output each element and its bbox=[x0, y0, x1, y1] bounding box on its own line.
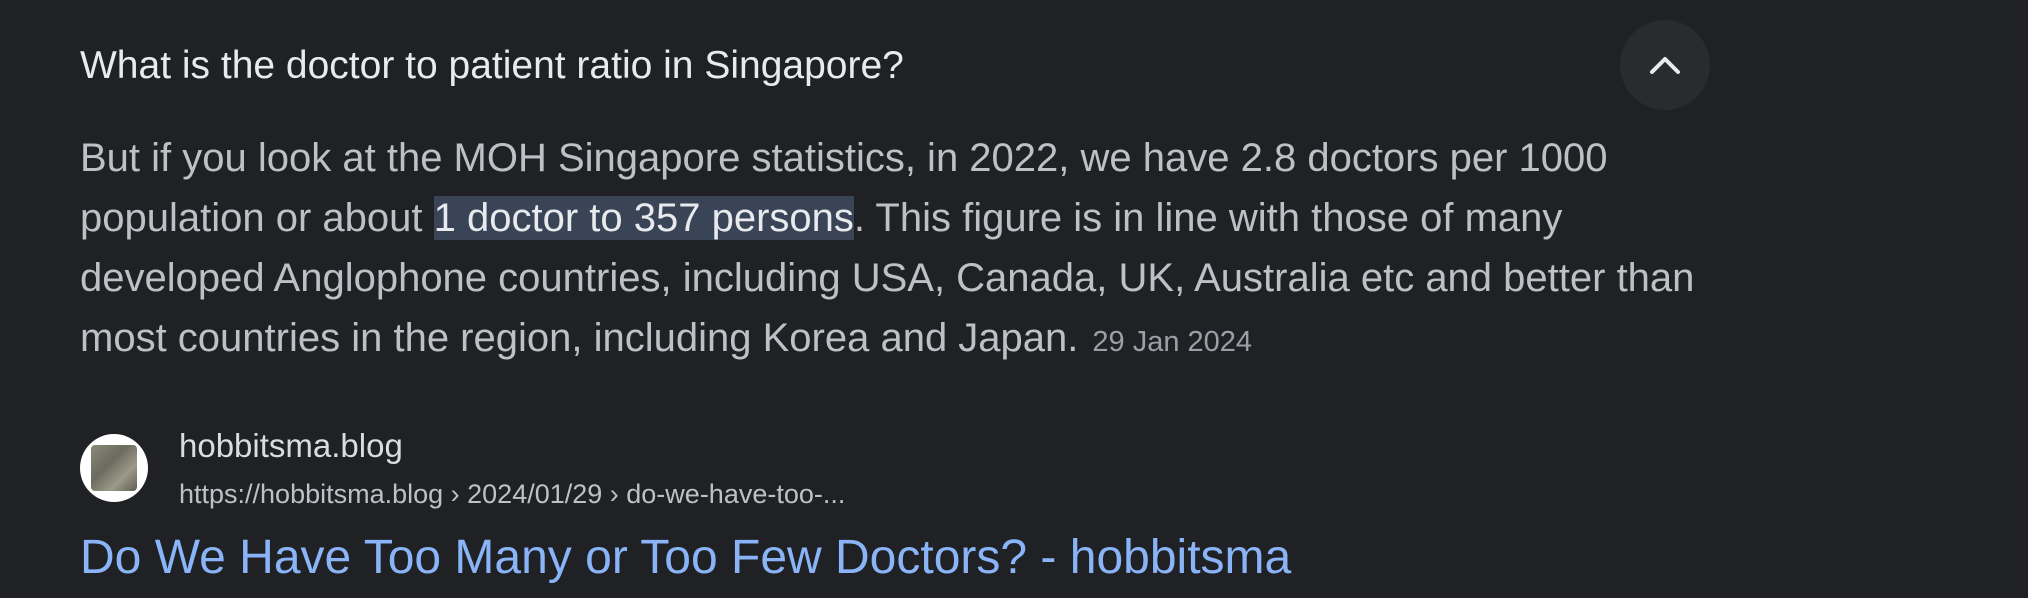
answer-date: 29 Jan 2024 bbox=[1092, 326, 1253, 358]
result-title-link[interactable]: Do We Have Too Many or Too Few Doctors? … bbox=[80, 531, 1292, 584]
site-name[interactable]: hobbitsma.blog bbox=[179, 427, 403, 464]
collapse-button[interactable] bbox=[1620, 20, 1710, 110]
question-heading[interactable]: What is the doctor to patient ratio in S… bbox=[80, 44, 904, 87]
answer-text-before: But if you look at the MOH Singapore sta… bbox=[80, 136, 1608, 240]
source-block[interactable]: hobbitsma.blog https://hobbitsma.blog › … bbox=[80, 424, 845, 512]
chevron-up-icon bbox=[1650, 57, 1680, 74]
answer-highlight: 1 doctor to 357 persons bbox=[433, 196, 854, 240]
site-url[interactable]: https://hobbitsma.blog › 2024/01/29 › do… bbox=[179, 479, 846, 509]
source-text: hobbitsma.blog https://hobbitsma.blog › … bbox=[179, 424, 845, 512]
favicon-image bbox=[91, 445, 137, 491]
answer-snippet: But if you look at the MOH Singapore sta… bbox=[80, 128, 1720, 372]
answer-text-after: . This figure is in line with those of m… bbox=[80, 196, 1695, 360]
site-favicon[interactable] bbox=[80, 434, 148, 502]
